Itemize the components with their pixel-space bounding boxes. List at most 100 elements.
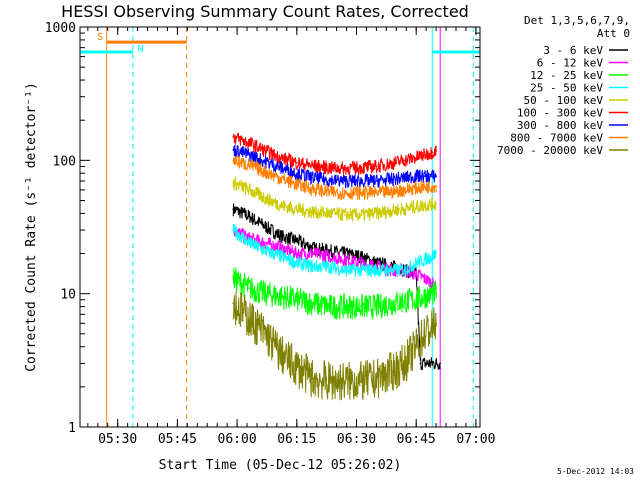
series-4-point-13: [423, 204, 426, 207]
series-1-point-7: [343, 258, 346, 261]
series-8-point-10: [391, 370, 394, 373]
series-5-point-2: [264, 149, 266, 152]
series-5-point-5: [312, 164, 314, 167]
series-8-point-11: [403, 362, 406, 365]
series-6-point-15: [435, 175, 438, 178]
series-2-point-8: [359, 305, 362, 308]
series-8-point-6: [327, 380, 330, 383]
series-5-point-15: [435, 149, 438, 152]
series-7-point-4: [296, 183, 298, 186]
series-4: [232, 177, 438, 222]
chart-title: HESSI Observing Summary Count Rates, Cor…: [61, 2, 469, 21]
series-6-point-0: [232, 148, 235, 151]
legend-label-5: 100 - 300 keV: [517, 107, 603, 120]
series-5-point-12: [415, 156, 418, 159]
series-3-point-13: [423, 258, 426, 261]
legend-label-8: 7000 - 20000 keV: [497, 144, 603, 157]
legend-label-0: 3 - 6 keV: [543, 44, 603, 57]
series-8-point-9: [375, 377, 378, 380]
series-0-point-2: [264, 225, 266, 228]
series-3-point-9: [375, 269, 378, 271]
y-tick-label-2: 100: [53, 154, 76, 169]
series-7-point-15: [435, 185, 438, 187]
y-axis: 1 10 100 1000: [45, 21, 480, 436]
series-line-8: [232, 291, 437, 401]
series-2-point-5: [312, 302, 314, 304]
series-6-point-9: [375, 180, 378, 182]
series-line-0: [232, 203, 441, 371]
series-7-point-5: [312, 188, 314, 190]
series-6-point-5: [312, 176, 314, 179]
series-6-point-10: [391, 178, 394, 181]
series-4-point-8: [359, 214, 362, 216]
series-line-7: [232, 155, 437, 201]
series-1-point-2: [264, 242, 266, 244]
x-tick-label-1: 05:45: [158, 432, 197, 447]
series-line-2: [232, 267, 437, 320]
series-2: [232, 267, 438, 320]
x-axis-label: Start Time (05-Dec-12 05:26:02): [159, 458, 402, 473]
series-2-point-11: [403, 300, 406, 302]
series-4-point-5: [312, 211, 314, 213]
series-3-point-0: [232, 229, 235, 231]
series-0-point-14: [427, 362, 430, 365]
x-tick-label-2: 06:00: [218, 432, 257, 447]
y-tick-label-1: 10: [60, 288, 76, 303]
series-5-point-11: [403, 159, 406, 162]
series-5-point-0: [232, 136, 235, 138]
y-tick-label-0: 1: [68, 421, 76, 436]
series-7-point-0: [232, 159, 235, 162]
series-6-point-6: [327, 179, 330, 181]
series-0-point-16: [435, 362, 438, 365]
series-5-point-14: [431, 151, 434, 154]
series-line-3: [232, 223, 437, 278]
series-3: [232, 223, 438, 278]
series-4-point-9: [375, 212, 378, 215]
series-8-point-12: [415, 345, 418, 348]
series-4-point-12: [415, 205, 418, 208]
series-2-point-6: [327, 305, 330, 308]
series-7-point-8: [359, 192, 362, 194]
series-6-point-2: [264, 160, 266, 163]
series-3-point-11: [403, 269, 406, 271]
flag-label-0: S: [97, 32, 103, 43]
series-2-point-12: [415, 298, 418, 301]
x-tick-label-4: 06:30: [337, 432, 376, 447]
series-5-point-10: [391, 162, 394, 165]
series-2-point-14: [431, 292, 434, 295]
series-7-point-1: [248, 164, 250, 166]
series-0-point-10: [391, 265, 394, 268]
series-0-point-9: [375, 262, 378, 264]
series-1-point-4: [296, 252, 298, 255]
legend-label-6: 300 - 800 keV: [517, 119, 603, 132]
series-4-point-7: [343, 214, 346, 216]
series-8-point-15: [435, 322, 438, 325]
series-0: [232, 203, 441, 371]
series-2-point-4: [296, 298, 298, 301]
series-7-point-12: [415, 187, 418, 189]
series-4-point-3: [280, 204, 282, 207]
series-line-4: [232, 177, 437, 222]
series-0-point-8: [359, 255, 362, 258]
series-3-point-10: [391, 269, 394, 271]
x-tick-label-6: 07:00: [456, 432, 495, 447]
series-1-point-6: [327, 255, 330, 258]
series-7-point-9: [375, 192, 378, 194]
series-8-point-2: [264, 333, 266, 335]
series-8-point-7: [343, 380, 346, 383]
series-0-point-5: [312, 247, 314, 249]
series-5-point-9: [375, 165, 378, 168]
series-2-point-15: [435, 292, 438, 295]
series-7-point-10: [391, 191, 394, 193]
series-1-point-3: [280, 247, 282, 249]
series-5-point-8: [359, 166, 362, 169]
series-4-point-2: [264, 197, 266, 199]
series-7-point-14: [431, 185, 434, 187]
series-3-point-4: [296, 262, 298, 264]
plot-area: SN: [80, 27, 480, 427]
series-3-point-1: [248, 242, 250, 244]
series-8-point-5: [312, 377, 314, 380]
series-4-point-0: [232, 181, 235, 184]
series-1-point-13: [423, 277, 426, 280]
